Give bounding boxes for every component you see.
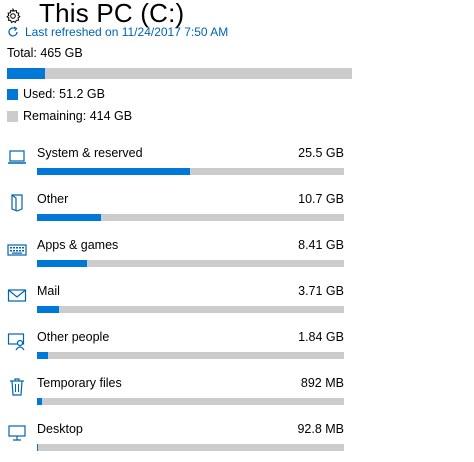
category-bar-fill (37, 168, 190, 175)
category-size: 92.8 MB (297, 422, 344, 436)
category-size: 8.41 GB (298, 238, 344, 252)
category-bar (37, 444, 344, 451)
category-system-reserved[interactable]: System & reserved 25.5 GB (0, 146, 474, 186)
other-icon (11, 194, 23, 212)
legend-remaining: Remaining: 414 GB (7, 109, 132, 123)
total-size-label: Total: 465 GB (7, 46, 83, 60)
other-people-icon (7, 333, 25, 351)
category-bar-fill (37, 444, 39, 451)
category-bar-fill (37, 352, 49, 359)
category-temporary-files[interactable]: Temporary files 892 MB (0, 376, 474, 416)
used-fill (7, 68, 45, 79)
used-label: Used: 51.2 GB (23, 87, 105, 101)
legend-used: Used: 51.2 GB (7, 87, 105, 101)
category-mail[interactable]: Mail 3.71 GB (0, 284, 474, 324)
last-refreshed-link[interactable]: Last refreshed on 11/24/2017 7:50 AM (7, 25, 228, 39)
category-label: Mail (37, 284, 60, 298)
category-label: Temporary files (37, 376, 122, 390)
category-label: Apps & games (37, 238, 119, 252)
total-usage-bar (7, 68, 352, 79)
category-bar (37, 260, 344, 267)
category-bar (37, 306, 344, 313)
category-bar-fill (37, 214, 102, 221)
category-bar-fill (37, 398, 43, 405)
category-size: 25.5 GB (298, 146, 344, 160)
category-desktop[interactable]: Desktop 92.8 MB (0, 422, 474, 462)
category-label: System & reserved (37, 146, 143, 160)
trash-icon (10, 378, 24, 396)
monitor-icon (8, 425, 26, 441)
category-bar (37, 398, 344, 405)
mail-icon (7, 289, 27, 302)
category-bar (37, 214, 344, 221)
category-size: 1.84 GB (298, 330, 344, 344)
category-label: Other (37, 192, 69, 206)
category-bar (37, 352, 344, 359)
remaining-swatch (7, 110, 18, 122)
remaining-label: Remaining: 414 GB (23, 109, 133, 123)
page-header: This PC (C:) (0, 0, 474, 34)
laptop-icon (8, 150, 26, 164)
category-bar-fill (37, 306, 60, 313)
category-size: 3.71 GB (298, 284, 344, 298)
category-other-people[interactable]: Other people 1.84 GB (0, 330, 474, 370)
category-apps-games[interactable]: Apps & games 8.41 GB (0, 238, 474, 278)
category-bar (37, 168, 344, 175)
category-size: 10.7 GB (298, 192, 344, 206)
used-swatch (7, 88, 18, 100)
category-bar-fill (37, 260, 88, 267)
keyboard-icon (7, 244, 27, 256)
category-label: Other people (37, 330, 110, 344)
last-refreshed-text: Last refreshed on 11/24/2017 7:50 AM (25, 25, 229, 39)
page-title: This PC (C:) (39, 0, 185, 28)
gear-icon[interactable] (5, 8, 21, 24)
refresh-icon (8, 26, 18, 37)
category-other[interactable]: Other 10.7 GB (0, 192, 474, 232)
category-size: 892 MB (300, 376, 344, 390)
category-label: Desktop (37, 422, 83, 436)
